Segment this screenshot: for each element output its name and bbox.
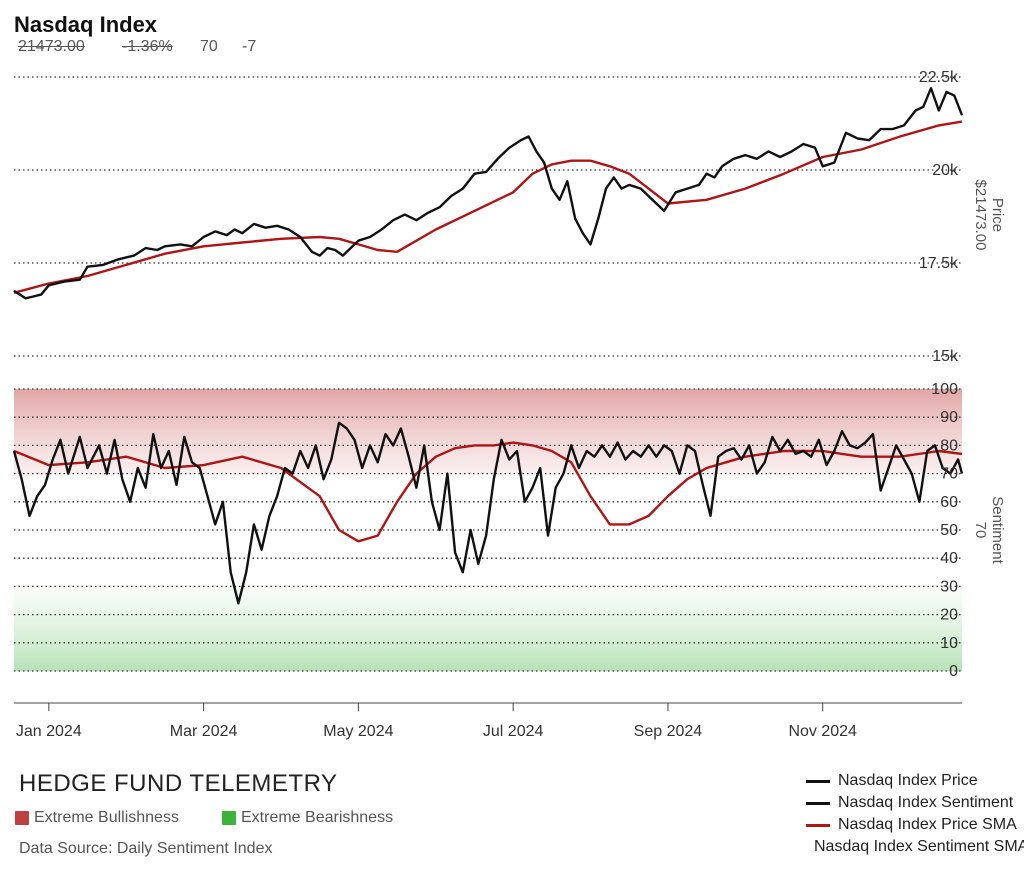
legend-label: Nasdaq Index Price SMA [838,816,1017,833]
data-source: Data Source: Daily Sentiment Index [19,840,273,857]
extreme-bearishness-zone [14,586,962,671]
price-axis-label: Price [989,198,1006,232]
legend-bull-label: Extreme Bullishness [34,809,179,826]
sentiment-axis-value: 70 [972,522,989,539]
line-swatch-icon [806,801,830,805]
legend-bear-label: Extreme Bearishness [241,809,394,826]
sentiment-tick-label: 100 [931,381,958,398]
extreme-bullishness-zone [14,389,962,474]
legend-label: Nasdaq Index Sentiment [838,794,1014,811]
price-tick-label: 20k [932,162,959,179]
legend-item-price[interactable]: Nasdaq Index Price [806,770,1024,792]
x-tick-label: Mar 2024 [170,723,238,740]
legend-item-sentiment-sma[interactable]: Nasdaq Index Sentiment SMA [806,836,1024,858]
sentiment-tick-label: 0 [949,663,958,680]
chart-area: 15k 17.5k 20k 22.5k 0 10 20 30 40 50 60 70 80 90 100 Ja… [12,69,1006,740]
sentiment-sma-line [13,441,963,543]
sentiment-value: 70 [200,38,218,55]
sentiment-tick-label: 70 [940,466,958,483]
sentiment-line [12,421,964,605]
sentiment-tick-label: 50 [940,522,958,539]
x-tick-label: May 2024 [323,723,393,740]
series-legend: Nasdaq Index Price Nasdaq Index Sentimen… [806,770,1024,858]
price-sma-line [13,120,963,294]
bearish-swatch-icon [222,811,236,825]
sentiment-tick-label: 30 [940,578,958,595]
sentiment-tick-label: 60 [940,494,958,511]
line-swatch-icon [806,779,830,783]
bullish-swatch-icon [15,811,29,825]
line-swatch-icon [806,823,830,827]
sentiment-tick-label: 90 [940,409,958,426]
pct-change: -1.36% [122,38,173,55]
legend-item-sentiment[interactable]: Nasdaq Index Sentiment [806,792,1024,814]
price-axis-value: $21473.00 [972,180,989,251]
chart-title: Nasdaq Index [14,12,158,37]
price-tick-label: 22.5k [919,69,959,86]
brand-name: HEDGE FUND TELEMETRY [19,770,338,797]
sentiment-tick-label: 20 [940,607,958,624]
x-tick-label: Nov 2024 [788,723,857,740]
price-line [13,87,964,300]
x-tick-label: Jul 2024 [483,723,544,740]
legend-extreme-bullishness[interactable]: Extreme Bullishness [15,809,179,827]
sentiment-tick-label: 80 [940,437,958,454]
legend-label: Nasdaq Index Sentiment SMA [814,838,1024,855]
legend-extreme-bearishness[interactable]: Extreme Bearishness [222,809,393,827]
legend-item-price-sma[interactable]: Nasdaq Index Price SMA [806,814,1024,836]
legend-label: Nasdaq Index Price [838,772,978,789]
sentiment-change: -7 [242,38,257,55]
price-tick-label: 17.5k [919,255,959,272]
sentiment-axis-label: Sentiment [989,496,1006,564]
x-tick-label: Sep 2024 [634,723,703,740]
sentiment-tick-label: 10 [940,635,958,652]
last-price: 21473.00 [18,38,85,55]
sentiment-tick-label: 40 [940,550,958,567]
x-tick-label: Jan 2024 [16,723,82,740]
price-tick-label: 15k [932,348,959,365]
